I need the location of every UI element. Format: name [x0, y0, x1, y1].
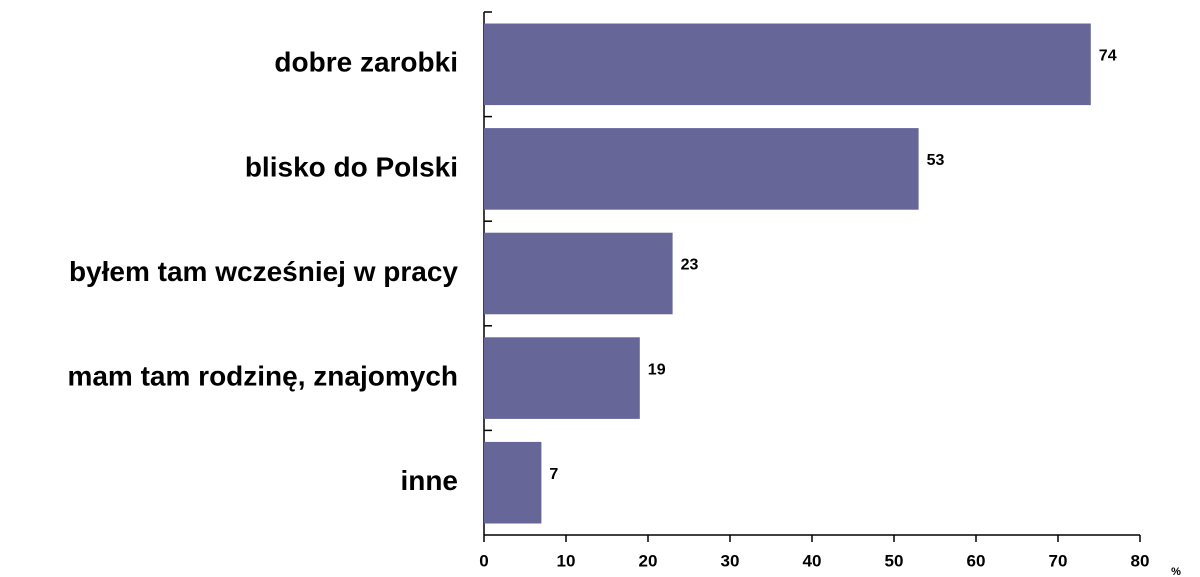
x-tick-label: 40: [803, 551, 822, 570]
value-label: 74: [1099, 48, 1117, 65]
y-tick-label: mam tam rodzinę, znajomych: [67, 360, 458, 391]
x-tick-label: 30: [721, 551, 740, 570]
value-label: 23: [681, 257, 699, 274]
x-tick-label: 0: [479, 551, 488, 570]
value-label: 19: [648, 361, 666, 378]
y-tick-label: byłem tam wcześniej w pracy: [69, 256, 458, 287]
value-label: 53: [927, 152, 945, 169]
bar: [484, 232, 673, 315]
x-tick-label: 20: [639, 551, 658, 570]
x-tick-label: 70: [1049, 551, 1068, 570]
bar: [484, 441, 542, 524]
x-tick-label: 10: [557, 551, 576, 570]
bar: [484, 23, 1091, 106]
x-tick-label: 60: [967, 551, 986, 570]
y-tick-label: blisko do Polski: [245, 151, 458, 182]
y-tick-label: dobre zarobki: [274, 47, 458, 78]
x-axis-unit: %: [1171, 566, 1181, 577]
y-tick-label: inne: [400, 465, 458, 496]
bar: [484, 337, 640, 419]
bar: [484, 128, 919, 210]
x-tick-label: 50: [885, 551, 904, 570]
x-tick-label: 80: [1131, 551, 1150, 570]
value-label: 7: [549, 466, 558, 483]
